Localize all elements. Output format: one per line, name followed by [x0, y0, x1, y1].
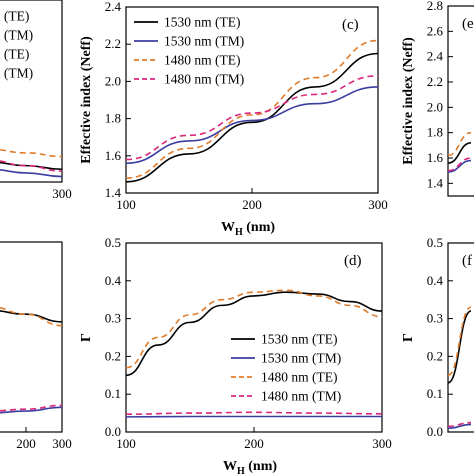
x-tick-label: 200 — [16, 436, 36, 451]
series-line-3 — [448, 423, 472, 430]
series-line-2 — [448, 306, 472, 377]
y-tick-label: 2.2 — [427, 74, 443, 89]
panel-label: (d) — [344, 253, 362, 269]
y-tick-label: 2.0 — [105, 73, 121, 88]
series-line-1 — [0, 161, 62, 171]
panel-label: (c) — [342, 17, 359, 33]
series-line-4 — [448, 421, 472, 428]
x-tick-label: 300 — [52, 436, 72, 451]
y-tick-label: 0.2 — [427, 348, 443, 363]
plot-frame — [447, 242, 474, 433]
legend-label: m (TM) — [0, 28, 33, 43]
x-tick-label: 100 — [116, 436, 136, 451]
panel-label: (e — [462, 16, 474, 32]
x-tick-label: 200 — [242, 197, 262, 212]
series-line-3 — [0, 148, 62, 158]
y-tick-label: 0.4 — [105, 273, 122, 288]
x-tick-label: 300 — [52, 186, 72, 201]
panel-bottom-left: 200 300 — [0, 241, 72, 451]
legend-label: m (TM) — [0, 66, 33, 81]
legend-label: m (TE) — [0, 47, 29, 62]
series-line-2 — [0, 168, 62, 178]
series-line-4 — [126, 75, 378, 161]
series-line-2 — [448, 159, 472, 173]
panel-top-left: 300 m (TE) m (TM) m (TE) m (TM) — [0, 0, 72, 201]
series-line-2 — [126, 86, 378, 165]
y-tick-label: 0.0 — [427, 424, 443, 439]
series-line-3 — [126, 39, 378, 179]
y-tick-label: 1.4 — [105, 185, 122, 200]
series-line-4 — [448, 157, 472, 172]
y-tick-label: 1.4 — [427, 175, 444, 190]
y-tick-label: 0.1 — [105, 386, 121, 401]
series-line-4 — [0, 160, 62, 172]
y-axis-label: Effective index (Neff) — [79, 36, 94, 164]
series-line-3 — [126, 289, 382, 369]
y-tick-label: 0.3 — [427, 311, 443, 326]
y-tick-label: 0.0 — [105, 424, 121, 439]
plot-frame — [125, 242, 383, 433]
legend-label: 1480 nm (TM) — [164, 72, 244, 87]
panel-d: 100 200 300 0.0 0.1 0.2 0.3 0.4 0.5 WH (nm) Γ (d) 15… — [79, 235, 392, 474]
y-tick-label: 2.4 — [105, 0, 122, 14]
x-tick-label: 200 — [244, 436, 264, 451]
y-tick-label: 1.8 — [427, 125, 443, 140]
series-line-1 — [448, 142, 472, 164]
legend-label: 1530 nm (TE) — [261, 332, 338, 347]
y-tick-label: 2.2 — [105, 36, 121, 51]
panel-label: (f — [462, 253, 472, 269]
x-axis-label: WH (nm) — [221, 220, 275, 238]
y-tick-label: 1.6 — [427, 150, 444, 165]
x-tick-label: 300 — [368, 197, 388, 212]
series-line-1 — [448, 310, 472, 384]
y-axis-label: Γ — [79, 333, 94, 342]
y-axis-label: Effective index (Neff) — [401, 37, 416, 165]
series-line-1 — [0, 310, 62, 323]
series-line-4 — [126, 411, 382, 416]
legend-label: 1480 nm (TE) — [164, 53, 241, 68]
x-axis-label-sub: H — [235, 227, 243, 238]
legend-label: m (TE) — [0, 9, 29, 24]
series-line-1 — [126, 52, 378, 183]
series-line-2 — [0, 306, 62, 327]
y-axis-label: Γ — [401, 333, 416, 342]
legend-label: 1530 nm (TE) — [164, 15, 241, 30]
x-axis-label-main: W — [221, 220, 235, 235]
legend-label: 1480 nm (TM) — [261, 389, 341, 404]
y-tick-label: 0.5 — [427, 235, 443, 250]
x-tick-label: 100 — [116, 197, 136, 212]
legend-label: 1530 nm (TM) — [164, 34, 244, 49]
plot-frame — [447, 5, 474, 197]
series-line-4 — [0, 404, 62, 412]
plot-frame — [0, 0, 63, 183]
panel-c: 100 200 300 1.4 1.6 1.8 2.0 2.2 2.4 WH (nm) Effect… — [79, 0, 388, 238]
series-line-3 — [448, 131, 472, 157]
y-tick-label: 1.6 — [105, 148, 122, 163]
y-tick-label: 0.1 — [427, 386, 443, 401]
x-axis-label-main: W — [223, 459, 237, 474]
y-tick-label: 2.4 — [427, 49, 444, 64]
x-axis-label-sub: H — [237, 466, 245, 474]
y-tick-label: 0.2 — [105, 348, 121, 363]
plot-frame — [0, 241, 63, 433]
y-tick-label: 0.4 — [427, 273, 444, 288]
y-tick-label: 0.5 — [105, 235, 121, 250]
y-tick-label: 2.8 — [427, 0, 443, 13]
x-axis-label: WH (nm) — [223, 459, 277, 474]
x-axis-label-unit: (nm) — [245, 459, 278, 474]
y-tick-label: 2.6 — [427, 23, 444, 38]
y-tick-label: 0.3 — [105, 311, 121, 326]
legend-label: 1530 nm (TM) — [261, 351, 341, 366]
x-tick-label: 300 — [372, 436, 392, 451]
x-axis-label-unit: (nm) — [243, 220, 276, 235]
panel-bottom-right: 0.0 0.1 0.2 0.3 0.4 0.5 Γ (f — [401, 235, 474, 439]
y-tick-label: 2.0 — [427, 99, 443, 114]
series-line-3 — [0, 406, 62, 414]
legend-label: 1480 nm (TE) — [261, 370, 338, 385]
series-line-1 — [126, 291, 382, 377]
y-tick-label: 1.8 — [105, 111, 121, 126]
panel-top-right: 1.4 1.6 1.8 2.0 2.2 2.4 2.6 2.8 Effective index … — [401, 0, 474, 197]
